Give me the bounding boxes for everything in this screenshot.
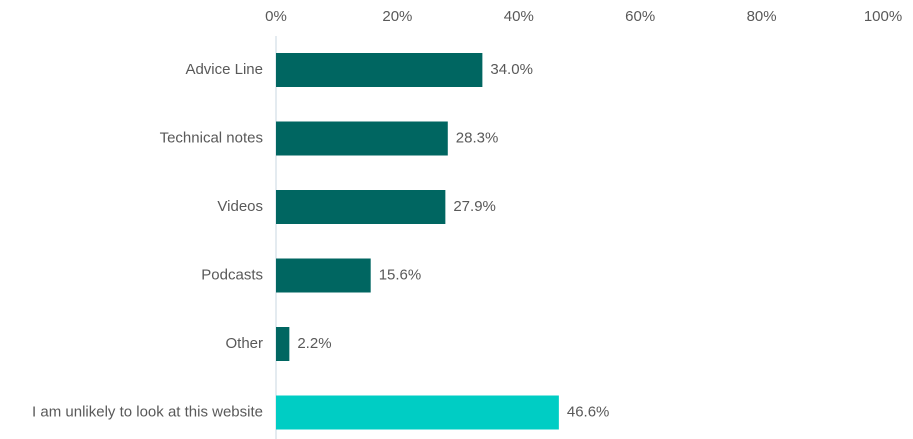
value-label: 2.2% xyxy=(297,335,331,352)
y-tick-label: Advice Line xyxy=(185,61,263,78)
y-tick-label: Podcasts xyxy=(201,266,263,283)
x-tick-label: 40% xyxy=(504,8,534,25)
bar xyxy=(276,53,483,87)
value-label: 15.6% xyxy=(379,266,422,283)
x-tick-label: 60% xyxy=(625,8,655,25)
bar xyxy=(276,395,559,430)
bar xyxy=(276,190,446,224)
value-label: 27.9% xyxy=(453,198,496,215)
value-label: 34.0% xyxy=(490,61,533,78)
x-tick-label: 20% xyxy=(382,8,412,25)
bar xyxy=(276,327,290,361)
bar xyxy=(276,258,371,293)
value-label: 28.3% xyxy=(456,129,499,146)
y-tick-label: Videos xyxy=(217,198,263,215)
x-tick-label: 0% xyxy=(265,8,287,25)
x-tick-label: 100% xyxy=(864,8,902,25)
y-tick-label: Technical notes xyxy=(160,129,263,146)
bar xyxy=(276,121,448,156)
x-tick-label: 80% xyxy=(747,8,777,25)
y-tick-label: Other xyxy=(225,335,263,352)
value-label: 46.6% xyxy=(567,403,610,420)
y-tick-label: I am unlikely to look at this website xyxy=(32,403,263,420)
